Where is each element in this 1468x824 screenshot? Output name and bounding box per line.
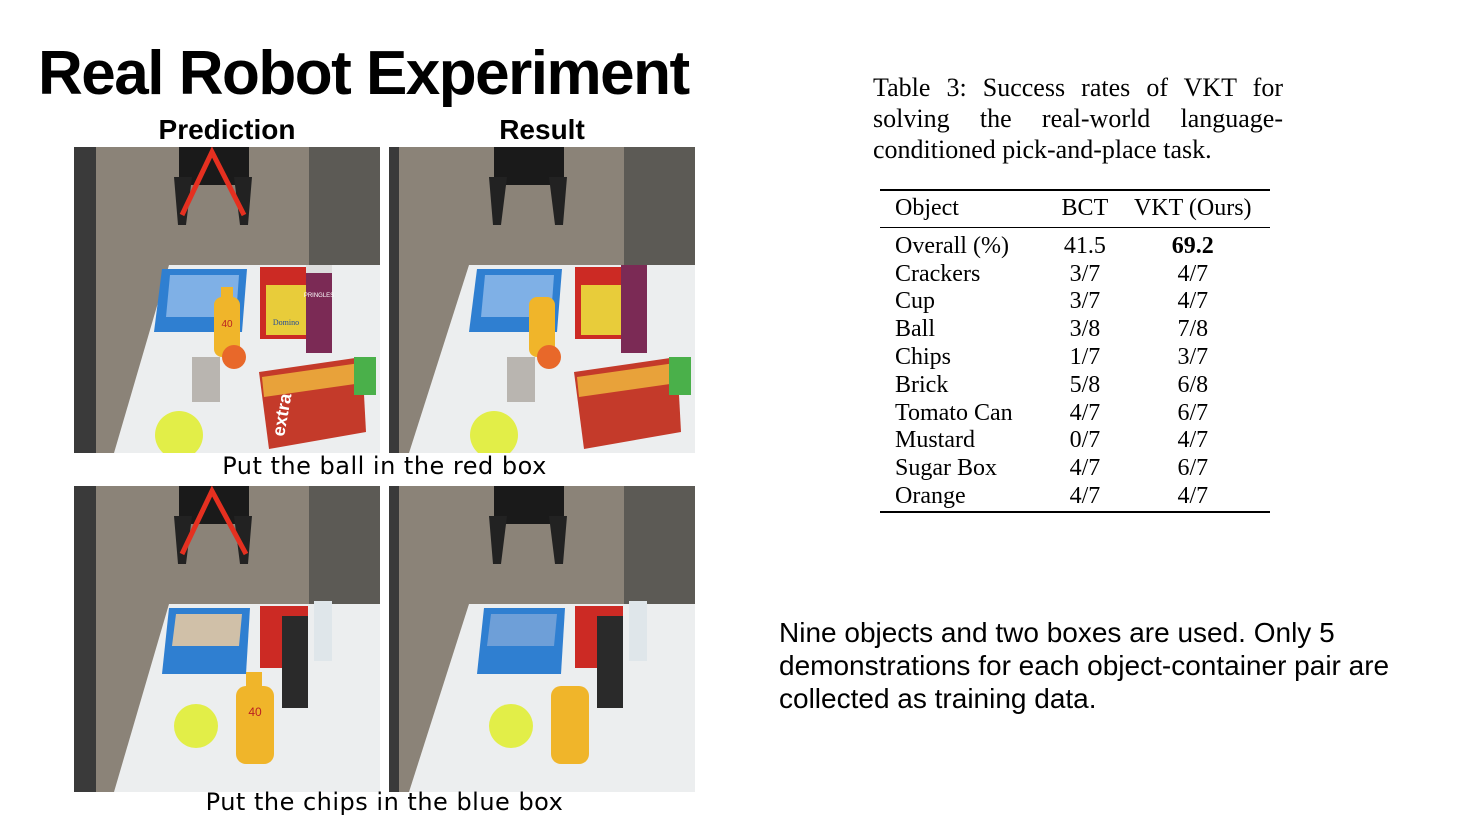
bct-value: 5/8 xyxy=(1069,371,1101,398)
mustard-bottle: 40 xyxy=(236,672,274,764)
row-label: Cup xyxy=(895,288,936,315)
mustard-bottle xyxy=(529,297,555,357)
bct-value: 41.5 xyxy=(1063,232,1106,259)
tomato-can xyxy=(507,357,535,402)
gripper xyxy=(489,147,567,225)
vkt-value: 4/7 xyxy=(1177,482,1209,509)
vkt-value: 7/8 xyxy=(1177,316,1209,343)
slide-title: Real Robot Experiment xyxy=(38,39,690,108)
softball xyxy=(489,704,533,748)
header-bct: BCT xyxy=(1061,195,1109,221)
vkt-value: 3/7 xyxy=(1177,343,1209,370)
chips-can xyxy=(282,616,308,708)
orange-fruit xyxy=(222,345,246,369)
gripper xyxy=(489,486,567,564)
table-row: Chips 1/7 3/7 xyxy=(880,344,1270,372)
row-label: Orange xyxy=(895,482,966,509)
chips-can: PRINGLES xyxy=(304,265,334,353)
vkt-value: 4/7 xyxy=(1177,427,1209,454)
softball xyxy=(155,411,203,453)
table-row: Orange 4/7 4/7 xyxy=(880,483,1270,512)
vkt-value: 69.2 xyxy=(1171,232,1214,259)
red-box: Domino xyxy=(260,267,312,339)
predicted-keypoints-overlay xyxy=(179,486,249,556)
caption-chips-task: Put the chips in the blue box xyxy=(205,788,564,816)
table-row: Ball 3/8 7/8 xyxy=(880,316,1270,344)
orange-fruit xyxy=(537,345,561,369)
vkt-value: 6/8 xyxy=(1177,371,1209,398)
vkt-value: 4/7 xyxy=(1177,288,1209,315)
chips-can xyxy=(621,265,647,353)
bct-value: 4/7 xyxy=(1069,399,1101,426)
row-label: Ball xyxy=(895,316,935,343)
bct-value: 4/7 xyxy=(1069,482,1101,509)
water-bottle xyxy=(314,601,332,661)
caption-ball-task: Put the ball in the red box xyxy=(222,452,547,480)
bct-value: 4/7 xyxy=(1069,455,1101,482)
blue-box xyxy=(162,608,250,674)
softball xyxy=(174,704,218,748)
predicted-keypoints-overlay xyxy=(179,147,247,217)
bct-value: 3/7 xyxy=(1069,260,1101,287)
table-row: Cup 3/7 4/7 xyxy=(880,288,1270,316)
row-label: Sugar Box xyxy=(895,455,997,482)
photo-result-ball xyxy=(389,147,695,453)
table-row: Sugar Box 4/7 6/7 xyxy=(880,455,1270,483)
table-row: Brick 5/8 6/8 xyxy=(880,372,1270,400)
prediction-label: Prediction xyxy=(158,114,296,145)
photo-prediction-ball: Domino PRINGLES 40 extra xyxy=(74,147,380,453)
row-label: Overall (%) xyxy=(895,232,1009,259)
chips-label: PRINGLES xyxy=(304,293,334,299)
header-object: Object xyxy=(895,195,959,221)
results-table: Object BCT VKT (Ours) Overall (%) 41.5 69.… xyxy=(880,189,1270,513)
mustard-label: 40 xyxy=(248,705,262,719)
red-box xyxy=(575,267,627,339)
table-row: Tomato Can 4/7 6/7 xyxy=(880,400,1270,428)
row-label: Chips xyxy=(895,343,952,370)
mustard-bottle xyxy=(551,686,589,764)
crackers-box xyxy=(574,357,681,449)
photo-prediction-chips: 40 xyxy=(74,486,380,792)
table-caption: Table 3: Success rates of VKT for solvin… xyxy=(873,73,1283,164)
vkt-value: 6/7 xyxy=(1177,455,1209,482)
bct-value: 3/8 xyxy=(1069,316,1101,343)
blue-box xyxy=(477,608,565,674)
green-cup xyxy=(669,357,691,395)
water-bottle xyxy=(629,601,647,661)
sugar-label: Domino xyxy=(273,318,299,327)
vkt-value: 4/7 xyxy=(1177,260,1209,287)
bct-value: 0/7 xyxy=(1069,427,1101,454)
mustard-label: 40 xyxy=(221,319,233,330)
table-row: Overall (%) 41.5 69.2 xyxy=(880,227,1270,260)
chips-can xyxy=(597,616,623,708)
crackers-box: extra xyxy=(259,357,366,449)
tomato-can xyxy=(192,357,220,402)
table-row: Crackers 3/7 4/7 xyxy=(880,261,1270,289)
photo-result-chips xyxy=(389,486,695,792)
green-cup xyxy=(354,357,376,395)
vkt-value: 6/7 xyxy=(1177,399,1209,426)
row-label: Mustard xyxy=(895,427,975,454)
row-label: Brick xyxy=(895,371,949,398)
result-label: Result xyxy=(499,114,585,145)
table-header-row: Object BCT VKT (Ours) xyxy=(880,190,1270,228)
mustard-bottle: 40 xyxy=(214,287,240,357)
table-row: Mustard 0/7 4/7 xyxy=(880,427,1270,455)
header-vkt: VKT (Ours) xyxy=(1134,195,1252,221)
row-label: Tomato Can xyxy=(895,399,1013,426)
bct-value: 3/7 xyxy=(1069,288,1101,315)
slide-description: Nine objects and two boxes are used. Onl… xyxy=(779,617,1390,714)
softball xyxy=(470,411,518,453)
row-label: Crackers xyxy=(895,260,981,287)
bct-value: 1/7 xyxy=(1069,343,1101,370)
